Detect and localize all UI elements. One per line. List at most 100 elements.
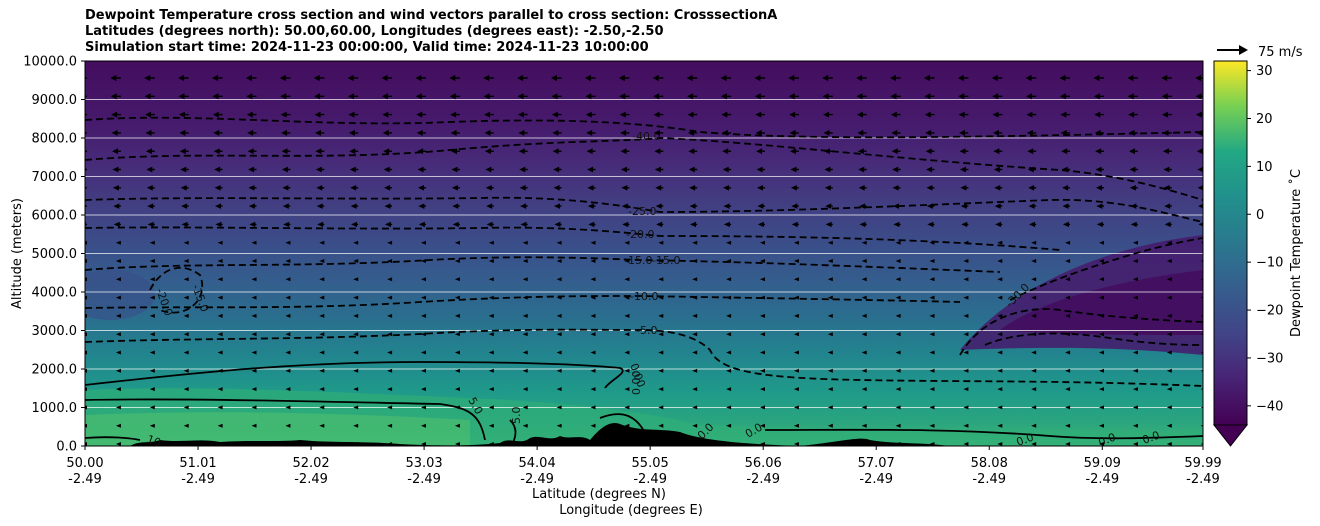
wind-vector: [926, 184, 935, 191]
wind-vector: [1162, 111, 1172, 118]
wind-vector: [997, 405, 1003, 410]
wind-vector: [788, 93, 799, 100]
x-tick-label-lon: -2.49: [181, 472, 215, 487]
x-tick-label-lon: -2.49: [633, 472, 667, 487]
wind-vector: [1031, 387, 1037, 392]
y-tick-label: 8000.0: [32, 132, 78, 147]
wind-vector: [319, 405, 325, 410]
wind-vector: [319, 313, 325, 318]
wind-vector: [619, 93, 630, 100]
wind-vector: [793, 313, 799, 318]
wind-vector: [1198, 203, 1203, 209]
wind-vector: [149, 240, 155, 245]
wind-vector: [249, 221, 257, 228]
wind-vector: [1065, 259, 1071, 263]
wind-vector: [215, 221, 223, 228]
wind-vector: [687, 93, 698, 100]
wind-vector: [1163, 166, 1172, 173]
wind-vector: [251, 350, 257, 355]
wind-vector: [488, 387, 494, 392]
wind-vector: [791, 203, 799, 209]
wind-vector: [586, 129, 596, 136]
wind-vector: [1059, 93, 1071, 100]
wind-vector: [183, 350, 189, 355]
wind-vector: [824, 184, 833, 191]
wind-vector: [147, 221, 155, 228]
wind-vector: [348, 93, 359, 100]
wind-vector: [183, 313, 189, 318]
wind-vector: [522, 423, 528, 428]
wind-vector: [658, 387, 664, 392]
wind-vector: [556, 442, 562, 446]
wind-vector: [556, 350, 562, 355]
wind-vector: [929, 295, 935, 300]
wind-vector: [382, 129, 393, 136]
wind-vector: [1166, 405, 1172, 410]
wind-vector: [929, 368, 935, 373]
wind-vector: [1132, 350, 1138, 355]
wind-vector: [859, 203, 867, 209]
wind-vector: [1096, 221, 1104, 228]
wind-vector: [861, 387, 867, 392]
wind-vector: [246, 93, 257, 100]
wind-vector: [319, 368, 325, 373]
wind-vector: [454, 350, 460, 355]
wind-vector: [1200, 296, 1203, 299]
wind-vector: [726, 387, 732, 392]
wind-vector: [1200, 369, 1203, 372]
wind-vector: [624, 259, 630, 263]
wind-vector: [1197, 166, 1203, 173]
wind-vector: [963, 350, 969, 355]
wind-vector: [891, 129, 901, 136]
wind-vector: [348, 111, 359, 118]
wind-vector: [517, 74, 528, 82]
colorbar-tick-label: −30: [1256, 351, 1283, 366]
wind-vector: [183, 405, 189, 410]
wind-vector: [686, 74, 698, 82]
wind-vector: [692, 332, 698, 337]
wind-vector: [281, 129, 291, 136]
wind-vector: [963, 405, 969, 410]
wind-vector: [992, 129, 1003, 136]
wind-vector: [895, 313, 901, 318]
wind-vector: [353, 405, 359, 410]
wind-vector: [1062, 203, 1071, 209]
wind-vector: [319, 442, 325, 446]
wind-vector: [754, 74, 765, 82]
wind-vector: [926, 203, 935, 209]
wind-vector: [1026, 93, 1037, 100]
wind-vector: [722, 148, 732, 155]
wind-vector: [957, 74, 969, 82]
y-tick-label: 9000.0: [32, 93, 78, 108]
wind-vector: [421, 368, 426, 373]
colorbar-tick-label: 30: [1256, 64, 1273, 79]
wind-vector: [281, 166, 291, 173]
wind-vector: [723, 221, 732, 228]
wind-vector: [689, 184, 698, 191]
wind-vector: [1099, 423, 1104, 428]
wind-vector: [1162, 129, 1172, 136]
y-tick-label: 4000.0: [32, 286, 78, 301]
wind-vector: [517, 93, 528, 100]
wind-vector: [1130, 203, 1138, 209]
wind-vector: [353, 350, 359, 355]
wind-vector: [827, 313, 833, 318]
wind-vector: [587, 184, 596, 191]
wind-vector: [214, 184, 223, 191]
wind-vector: [755, 129, 765, 136]
contour-label: -15.0: [652, 254, 680, 267]
wind-vector: [183, 240, 189, 245]
wind-vector: [993, 148, 1003, 155]
wind-vector: [488, 240, 494, 245]
wind-vector: [383, 166, 393, 173]
wind-vector: [112, 166, 121, 173]
wind-vector: [654, 166, 664, 173]
wind-vector: [658, 313, 664, 318]
wind-vector: [315, 148, 325, 155]
wind-vector: [217, 277, 223, 282]
wind-vector: [963, 368, 969, 373]
wind-vector: [788, 74, 799, 82]
wind-vector: [488, 368, 494, 373]
wind-vector: [552, 129, 562, 136]
